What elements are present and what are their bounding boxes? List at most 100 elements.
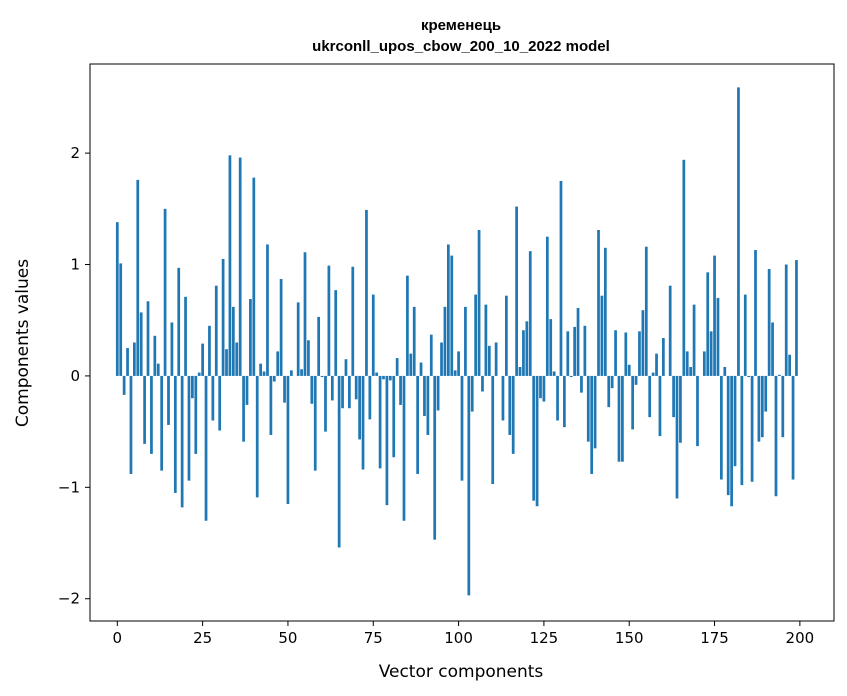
bar-77 [378,375,382,469]
bar-34 [231,306,235,376]
bar-145 [610,375,614,389]
bar-153 [638,331,641,376]
bar-186 [750,375,754,482]
bar-51 [289,370,293,376]
x-tick-label: 150 [615,629,644,647]
bar-166 [682,159,686,376]
bar-148 [621,375,624,462]
bar-149 [624,332,628,376]
bar-175 [713,255,716,376]
bar-102 [464,306,467,376]
bar-103 [467,375,471,596]
bar-182 [737,87,740,376]
bar-74 [368,375,372,420]
bar-62 [327,265,331,376]
bar-189 [760,375,764,438]
bar-114 [505,295,508,376]
bar-168 [689,367,693,376]
bar-17 [173,375,177,493]
bar-141 [597,229,600,376]
x-axis-label: Vector components [379,662,544,682]
bar-194 [778,374,781,376]
bar-31 [221,258,225,376]
bar-10 [150,375,153,454]
bar-85 [406,275,409,376]
bar-49 [283,375,286,403]
bar-38 [245,375,249,405]
bar-26 [204,375,208,521]
bar-3 [126,348,129,376]
bar-8 [143,375,146,444]
bar-45 [269,375,273,435]
bar-137 [583,325,587,376]
bar-178 [723,367,727,376]
bar-40 [252,177,256,376]
y-axis-label: Components values [13,259,33,427]
bar-4 [129,375,133,474]
bar-181 [733,375,737,467]
bar-53 [296,302,300,376]
bar-76 [375,372,379,376]
bar-165 [679,375,682,443]
bar-176 [716,297,720,376]
bar-92 [429,334,433,376]
bar-19 [180,375,184,508]
bar-101 [460,375,464,481]
bar-188 [757,375,761,442]
bar-117 [515,206,518,376]
bar-94 [436,375,440,411]
bar-108 [484,304,488,376]
bar-184 [743,294,747,376]
x-tick-label: 0 [113,629,123,647]
bar-93 [433,375,437,540]
bar-29 [214,285,218,376]
bar-183 [740,375,744,486]
bar-67 [344,359,348,376]
bar-82 [395,358,399,376]
bar-71 [358,375,361,440]
bar-104 [470,375,474,412]
bar-73 [365,209,368,376]
bar-99 [453,370,457,376]
bar-160 [661,338,665,376]
bar-187 [754,250,757,376]
bar-46 [272,375,276,382]
bar-167 [685,351,689,376]
bar-84 [402,375,406,521]
bar-44 [266,244,269,376]
y-tick-label: −1 [58,478,80,496]
bar-100 [457,351,460,376]
bar-106 [477,229,481,376]
bar-132 [566,331,570,376]
x-axis-ticks: 0 25 50 75 100 125 150 175 200 [113,621,814,647]
bar-198 [791,375,795,480]
bar-56 [307,340,310,376]
x-tick-label: 100 [444,629,473,647]
bar-134 [573,326,576,376]
bar-193 [774,375,778,497]
bar-28 [211,375,215,421]
bar-125 [542,375,546,402]
bar-88 [416,375,419,474]
bar-157 [651,372,655,376]
bar-22 [191,375,194,399]
bar-129 [556,375,559,421]
bar-143 [603,247,607,376]
bar-96 [443,306,447,376]
bar-185 [747,375,751,378]
bar-60 [320,375,324,378]
bar-80 [388,375,392,381]
bar-155 [644,246,648,376]
bar-83 [399,375,402,405]
bar-50 [286,375,290,505]
bar-5 [133,342,136,376]
bar-115 [508,375,512,435]
bar-191 [767,268,771,376]
bar-9 [146,301,150,376]
bar-37 [242,375,245,442]
bar-131 [563,375,566,428]
bar-139 [590,375,594,474]
bar-81 [392,375,396,458]
bar-70 [354,375,358,400]
